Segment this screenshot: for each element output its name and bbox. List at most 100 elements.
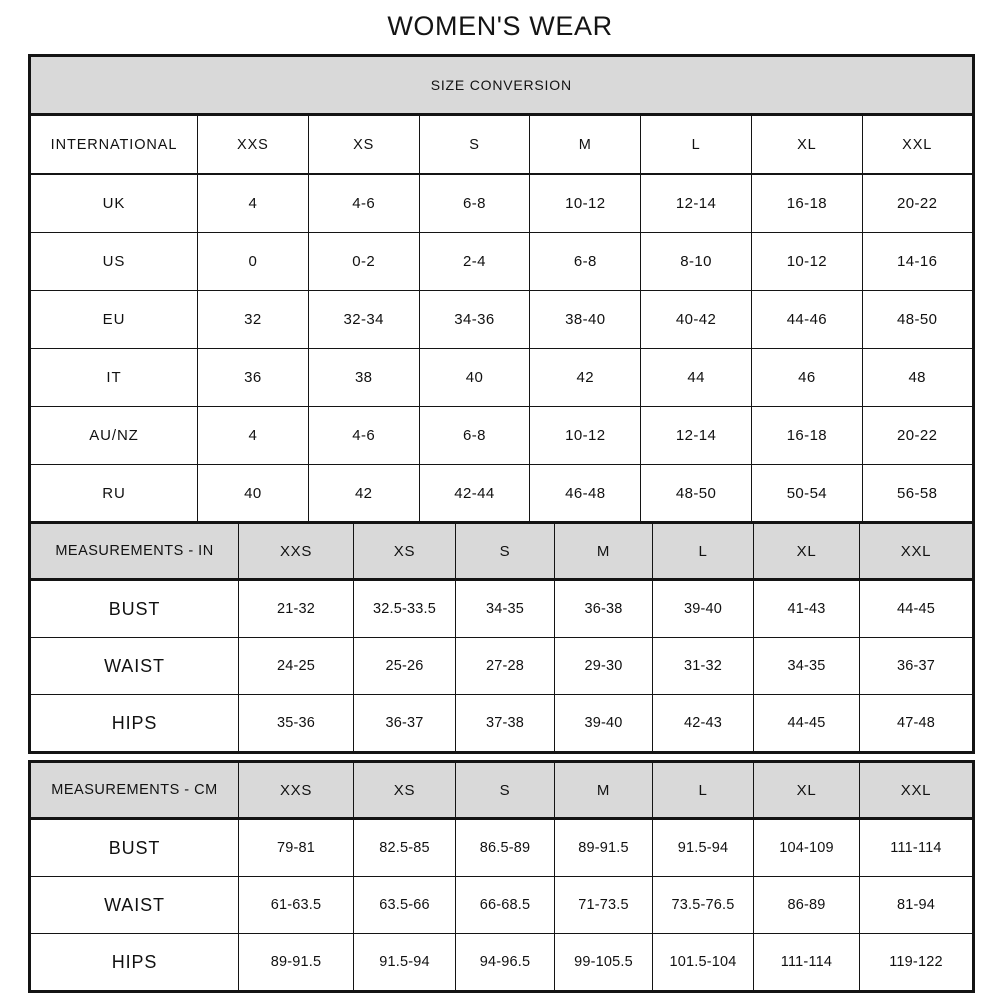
table-row: IT 36 38 40 42 44 46 48 (29, 348, 974, 407)
column-header-cm-xl: XL (753, 761, 860, 820)
column-header-in-xxl: XXL (859, 522, 974, 581)
cell-cm-bust-m: 89-91.5 (554, 818, 653, 877)
table-row: BUST 79-81 82.5-85 86.5-89 89-91.5 91.5-… (29, 818, 974, 877)
cell-in-waist-xs: 25-26 (353, 637, 456, 695)
column-header-in-xl: XL (753, 522, 860, 581)
size-conversion-banner: SIZE CONVERSION (29, 55, 974, 116)
cell-us-m: 6-8 (529, 232, 642, 291)
row-label-aunz: AU/NZ (29, 406, 198, 465)
cell-cm-bust-s: 86.5-89 (455, 818, 555, 877)
cell-us-xl: 10-12 (750, 232, 863, 291)
row-label-uk: UK (29, 173, 198, 233)
cell-cm-hips-xl: 111-114 (753, 933, 860, 992)
column-header-in-xxs: XXS (238, 522, 354, 581)
cell-aunz-xl: 16-18 (750, 406, 863, 465)
column-header-xxl: XXL (861, 114, 974, 175)
cell-cm-waist-xs: 63.5-66 (353, 876, 456, 934)
row-label-cm-hips: HIPS (29, 933, 239, 992)
cell-uk-xs: 4-6 (307, 173, 420, 233)
cell-cm-waist-xxs: 61-63.5 (238, 876, 354, 934)
cell-us-xxl: 14-16 (861, 232, 974, 291)
cell-it-m: 42 (529, 348, 642, 407)
table-row: WAIST 24-25 25-26 27-28 29-30 31-32 34-3… (29, 637, 974, 695)
cell-in-bust-xxs: 21-32 (238, 579, 354, 638)
column-header-in-xs: XS (353, 522, 456, 581)
cell-in-hips-xxs: 35-36 (238, 694, 354, 753)
table-header-row: MEASUREMENTS - IN XXS XS S M L XL XXL (29, 522, 974, 581)
column-header-international: INTERNATIONAL (29, 114, 198, 175)
row-label-in-hips: HIPS (29, 694, 239, 753)
row-label-in-waist: WAIST (29, 637, 239, 695)
row-label-cm-bust: BUST (29, 818, 239, 877)
row-label-eu: EU (29, 290, 198, 349)
cell-in-waist-xl: 34-35 (753, 637, 860, 695)
cell-us-s: 2-4 (418, 232, 531, 291)
column-header-s: S (418, 114, 531, 175)
table-header-row: MEASUREMENTS - CM XXS XS S M L XL XXL (29, 761, 974, 820)
column-header-in-m: M (554, 522, 653, 581)
column-header-cm-xxs: XXS (238, 761, 354, 820)
cell-eu-l: 40-42 (640, 290, 752, 349)
cell-aunz-xs: 4-6 (307, 406, 420, 465)
cell-aunz-xxl: 20-22 (861, 406, 974, 465)
table-header-row: INTERNATIONAL XXS XS S M L XL XXL (29, 114, 974, 175)
cell-in-bust-m: 36-38 (554, 579, 653, 638)
cell-in-waist-l: 31-32 (652, 637, 754, 695)
cell-in-waist-xxs: 24-25 (238, 637, 354, 695)
column-header-l: L (640, 114, 752, 175)
measurements-in-table: MEASUREMENTS - IN XXS XS S M L XL XXL BU… (28, 521, 975, 754)
table-row: HIPS 89-91.5 91.5-94 94-96.5 99-105.5 10… (29, 933, 974, 992)
table-row: US 0 0-2 2-4 6-8 8-10 10-12 14-16 (29, 232, 974, 291)
column-header-in-l: L (652, 522, 754, 581)
cell-eu-xl: 44-46 (750, 290, 863, 349)
cell-cm-waist-xxl: 81-94 (859, 876, 974, 934)
cell-in-bust-xxl: 44-45 (859, 579, 974, 638)
cell-us-xs: 0-2 (307, 232, 420, 291)
cell-in-bust-s: 34-35 (455, 579, 555, 638)
cell-us-l: 8-10 (640, 232, 752, 291)
cell-uk-l: 12-14 (640, 173, 752, 233)
cell-eu-xs: 32-34 (307, 290, 420, 349)
cell-ru-xl: 50-54 (750, 464, 863, 524)
row-label-ru: RU (29, 464, 198, 524)
cell-eu-s: 34-36 (418, 290, 531, 349)
cell-ru-xxs: 40 (197, 464, 309, 524)
cell-cm-hips-xs: 91.5-94 (353, 933, 456, 992)
table-row: WAIST 61-63.5 63.5-66 66-68.5 71-73.5 73… (29, 876, 974, 934)
cell-in-waist-s: 27-28 (455, 637, 555, 695)
cell-uk-xxs: 4 (197, 173, 309, 233)
cell-in-bust-xs: 32.5-33.5 (353, 579, 456, 638)
cell-in-waist-xxl: 36-37 (859, 637, 974, 695)
cell-in-bust-l: 39-40 (652, 579, 754, 638)
cell-eu-m: 38-40 (529, 290, 642, 349)
cell-in-hips-s: 37-38 (455, 694, 555, 753)
cell-it-s: 40 (418, 348, 531, 407)
cell-it-xl: 46 (750, 348, 863, 407)
cell-cm-hips-s: 94-96.5 (455, 933, 555, 992)
cell-in-waist-m: 29-30 (554, 637, 653, 695)
cell-eu-xxs: 32 (197, 290, 309, 349)
cell-cm-bust-xxl: 111-114 (859, 818, 974, 877)
cell-uk-xl: 16-18 (750, 173, 863, 233)
cell-ru-l: 48-50 (640, 464, 752, 524)
cell-cm-hips-l: 101.5-104 (652, 933, 754, 992)
cell-cm-bust-l: 91.5-94 (652, 818, 754, 877)
table-row: AU/NZ 4 4-6 6-8 10-12 12-14 16-18 20-22 (29, 406, 974, 465)
cell-it-xxl: 48 (861, 348, 974, 407)
cell-cm-bust-xs: 82.5-85 (353, 818, 456, 877)
column-header-m: M (529, 114, 642, 175)
cell-cm-waist-l: 73.5-76.5 (652, 876, 754, 934)
column-header-cm-xxl: XXL (859, 761, 974, 820)
column-header-cm-m: M (554, 761, 653, 820)
column-header-cm-s: S (455, 761, 555, 820)
cell-cm-bust-xl: 104-109 (753, 818, 860, 877)
cell-it-xs: 38 (307, 348, 420, 407)
cell-ru-s: 42-44 (418, 464, 531, 524)
cell-in-bust-xl: 41-43 (753, 579, 860, 638)
cell-in-hips-xs: 36-37 (353, 694, 456, 753)
row-label-it: IT (29, 348, 198, 407)
cell-ru-xs: 42 (307, 464, 420, 524)
cell-ru-xxl: 56-58 (861, 464, 974, 524)
row-label-us: US (29, 232, 198, 291)
